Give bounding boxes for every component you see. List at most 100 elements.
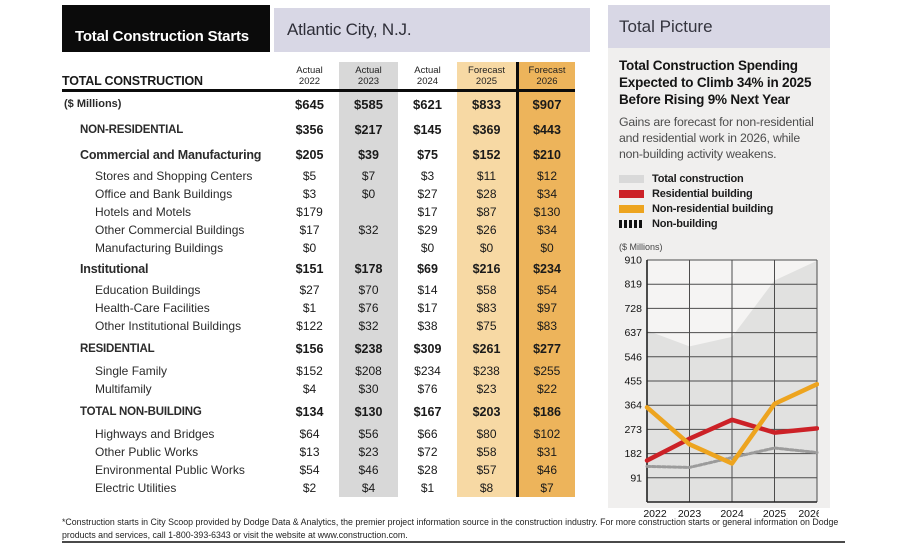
row-label: RESIDENTIAL bbox=[80, 342, 155, 355]
cell: $75 bbox=[417, 148, 438, 162]
cell: $443 bbox=[516, 116, 575, 143]
cell: $216 bbox=[457, 257, 516, 281]
cell: $64 bbox=[299, 427, 320, 441]
cell: $26 bbox=[457, 221, 516, 239]
cell: $80 bbox=[457, 425, 516, 443]
cell: $309 bbox=[413, 341, 442, 356]
y-tick-label: 819 bbox=[624, 279, 642, 291]
column-period: Forecast bbox=[528, 64, 566, 76]
table-row: Highways and Bridges $64 $56 $66 $80 $102 bbox=[62, 425, 575, 443]
cell: $22 bbox=[516, 380, 575, 398]
row-label: Other Public Works bbox=[95, 445, 199, 459]
table-row: NON-RESIDENTIAL $356 $217 $145 $369 $443 bbox=[62, 116, 575, 143]
cell: $167 bbox=[413, 404, 442, 419]
cell: $58 bbox=[457, 443, 516, 461]
cell: $32 bbox=[339, 317, 398, 335]
cell: $72 bbox=[417, 445, 438, 459]
cell: $34 bbox=[516, 185, 575, 203]
cell: $130 bbox=[516, 203, 575, 221]
cell: $66 bbox=[417, 427, 438, 441]
column-period: Actual bbox=[414, 64, 441, 76]
cell: $28 bbox=[457, 185, 516, 203]
cell: $369 bbox=[457, 116, 516, 143]
cell: $8 bbox=[457, 479, 516, 497]
column-header-2024: Actual 2024 bbox=[398, 62, 457, 89]
row-label: Health-Care Facilities bbox=[95, 301, 210, 315]
masthead: Total Construction Starts Atlantic City,… bbox=[62, 5, 590, 52]
legend-item: Non-building bbox=[619, 218, 819, 230]
cell: $39 bbox=[339, 143, 398, 167]
legend-label: Total construction bbox=[652, 173, 744, 186]
column-year: 2024 bbox=[416, 75, 439, 87]
table-row: Environmental Public Works $54 $46 $28 $57 $4… bbox=[62, 461, 575, 479]
table-row: Other Public Works $13 $23 $72 $58 $31 bbox=[62, 443, 575, 461]
legend-item: Residential building bbox=[619, 188, 819, 200]
cell: $13 bbox=[299, 445, 320, 459]
row-label: Environmental Public Works bbox=[95, 463, 245, 477]
column-header-2023: Actual 2023 bbox=[339, 62, 398, 89]
cell: $56 bbox=[339, 425, 398, 443]
row-label: NON-RESIDENTIAL bbox=[80, 123, 184, 136]
cell: $34 bbox=[516, 221, 575, 239]
panel-body-text: Gains are forecast for non-residential a… bbox=[619, 115, 814, 162]
cell: $27 bbox=[299, 283, 320, 297]
legend-swatch-non-building bbox=[619, 220, 644, 229]
panel-headline: Total Construction Spending Expected to … bbox=[619, 58, 812, 108]
table-row: Multifamily $4 $30 $76 $23 $22 bbox=[62, 380, 575, 398]
legend-label: Non-building bbox=[652, 218, 718, 231]
cell: $134 bbox=[295, 404, 324, 419]
table-row: RESIDENTIAL $156 $238 $309 $261 $277 bbox=[62, 335, 575, 362]
cell: $3 bbox=[302, 187, 317, 201]
cell: $54 bbox=[299, 463, 320, 477]
cell: $76 bbox=[417, 382, 438, 396]
row-label: Commercial and Manufacturing bbox=[80, 148, 262, 162]
cell: $17 bbox=[299, 223, 320, 237]
panel-title-strip: Total Picture bbox=[608, 5, 830, 48]
row-label: Highways and Bridges bbox=[95, 427, 215, 441]
cell: $1 bbox=[302, 301, 317, 315]
cell: $76 bbox=[339, 299, 398, 317]
footnote: *Construction starts in City Scoop provi… bbox=[62, 517, 839, 540]
row-label: Multifamily bbox=[95, 382, 152, 396]
row-label: TOTAL NON-BUILDING bbox=[80, 405, 202, 418]
row-label: Hotels and Motels bbox=[95, 205, 192, 219]
cell: $4 bbox=[339, 479, 398, 497]
y-tick-label: 910 bbox=[624, 255, 642, 267]
cell: $7 bbox=[339, 167, 398, 185]
cell: $907 bbox=[516, 92, 575, 116]
column-header-2022: Actual 2022 bbox=[280, 62, 339, 89]
cell: $238 bbox=[457, 362, 516, 380]
cell bbox=[339, 239, 398, 257]
cell: $4 bbox=[302, 382, 317, 396]
cell: $122 bbox=[296, 319, 323, 333]
cell: $585 bbox=[339, 92, 398, 116]
table-row: Hotels and Motels $179 $17 $87 $130 bbox=[62, 203, 575, 221]
chart-svg: 91 182 273 364 455 546 637 728 819 910 2022 2023 202… bbox=[624, 255, 821, 521]
x-tick-label: 2023 bbox=[678, 508, 702, 520]
table-row: Electric Utilities $2 $4 $1 $8 $7 bbox=[62, 479, 575, 497]
column-period: Actual bbox=[296, 64, 323, 76]
cell: $102 bbox=[516, 425, 575, 443]
panel-title: Total Picture bbox=[619, 16, 713, 36]
cell: $205 bbox=[295, 148, 324, 162]
legend-swatch-total-construction bbox=[619, 175, 644, 184]
table-row: Education Buildings $27 $70 $14 $58 $54 bbox=[62, 281, 575, 299]
cell: $261 bbox=[457, 335, 516, 362]
cell: $32 bbox=[339, 221, 398, 239]
x-tick-label: 2026 bbox=[798, 508, 819, 520]
table-row: TOTAL NON-BUILDING $134 $130 $167 $203 $186 bbox=[62, 398, 575, 425]
cell: $31 bbox=[516, 443, 575, 461]
table-row: Office and Bank Buildings $3 $0 $27 $28 $34 bbox=[62, 185, 575, 203]
cell: $17 bbox=[417, 301, 438, 315]
cell: $54 bbox=[516, 281, 575, 299]
cell: $3 bbox=[420, 169, 435, 183]
cell: $58 bbox=[457, 281, 516, 299]
legend-label: Non-residential building bbox=[652, 203, 774, 216]
cell: $179 bbox=[296, 205, 323, 219]
table-body: ($ Millions) $645 $585 $621 $833 $907 NON-RESI… bbox=[62, 92, 575, 497]
cell: $69 bbox=[417, 262, 438, 276]
cell: $277 bbox=[516, 335, 575, 362]
row-label: Other Institutional Buildings bbox=[95, 319, 242, 333]
cell: $238 bbox=[339, 335, 398, 362]
cell: $152 bbox=[457, 143, 516, 167]
